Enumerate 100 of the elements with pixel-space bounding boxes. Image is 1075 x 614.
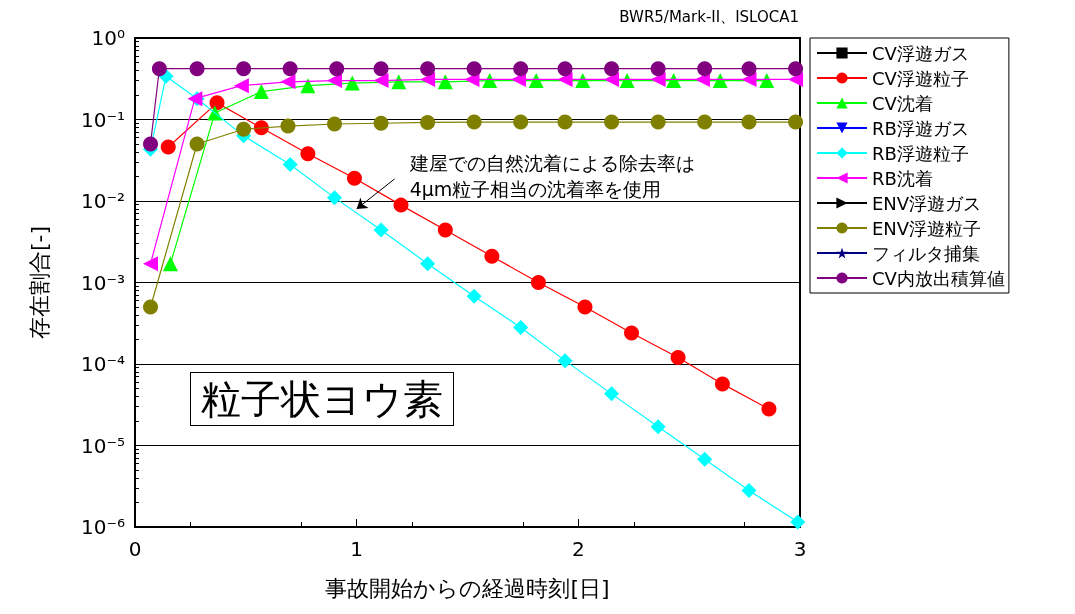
- x-tick-label: 3: [793, 537, 807, 561]
- point: [151, 61, 167, 77]
- point: [741, 114, 757, 130]
- legend-label: フィルタ捕集: [872, 242, 980, 264]
- point: [209, 95, 225, 111]
- point: [666, 73, 682, 89]
- point: [697, 451, 713, 467]
- point: [466, 114, 482, 130]
- point: [280, 74, 296, 90]
- point: [282, 61, 298, 77]
- point: [788, 114, 804, 130]
- y-tick-label: 10⁻²: [80, 189, 125, 213]
- point: [253, 84, 269, 100]
- point: [420, 256, 436, 272]
- y-tick-label: 10⁻⁶: [80, 515, 125, 539]
- point: [189, 136, 205, 152]
- point: [604, 61, 620, 77]
- point: [604, 71, 620, 87]
- point: [189, 61, 205, 77]
- y-tick-label: 10⁻¹: [80, 107, 125, 132]
- point: [484, 248, 500, 264]
- legend-label: ENV浮遊ガス: [872, 192, 982, 214]
- point: [282, 157, 298, 173]
- annotation: 粒子状ヨウ素: [201, 376, 443, 422]
- legend-label: CV浮遊ガス: [872, 42, 969, 64]
- point: [466, 288, 482, 304]
- point: [712, 73, 728, 89]
- y-tick-label: 10⁻⁴: [80, 352, 125, 376]
- y-tick-label: 10⁰: [91, 26, 125, 50]
- point: [373, 115, 389, 131]
- point: [437, 222, 453, 238]
- point: [697, 114, 713, 130]
- point: [346, 170, 362, 186]
- y-tick-label: 10⁻⁵: [80, 433, 125, 458]
- legend-label: CV浮遊粒子: [872, 67, 969, 89]
- x-axis-title: 事故開始からの経過時刻[日]: [325, 575, 610, 601]
- y-axis-title: 存在割合[-]: [26, 225, 52, 340]
- point: [300, 78, 316, 94]
- point: [329, 61, 345, 77]
- chart-subtitle: BWR5/Mark-II、ISLOCA1: [619, 7, 800, 26]
- point: [650, 419, 666, 435]
- point: [143, 136, 159, 152]
- point: [530, 275, 546, 290]
- point: [373, 222, 389, 238]
- point: [670, 350, 686, 366]
- point: [604, 386, 620, 402]
- point: [513, 61, 529, 77]
- point: [557, 114, 573, 130]
- point: [619, 73, 635, 89]
- point: [788, 71, 804, 87]
- point: [761, 401, 777, 417]
- point: [624, 325, 640, 341]
- point: [327, 116, 342, 132]
- point: [557, 353, 573, 369]
- point: [557, 71, 573, 87]
- legend-label: CV沈着: [872, 92, 933, 114]
- x-tick-label: 2: [571, 537, 585, 561]
- point: [482, 73, 498, 89]
- legend-label: CV内放出積算値: [872, 267, 1005, 289]
- point: [577, 299, 593, 315]
- point: [344, 75, 360, 91]
- point: [143, 299, 159, 315]
- point: [233, 78, 249, 94]
- legend-label: RB沈着: [872, 167, 933, 189]
- point: [420, 114, 436, 130]
- point: [513, 114, 529, 130]
- point: [650, 71, 666, 87]
- point: [466, 61, 482, 77]
- point: [373, 61, 389, 77]
- annotation: 建屋での自然沈着による除去率は 4μm粒子相当の沈着率を使用: [408, 151, 695, 200]
- point: [420, 71, 436, 87]
- x-tick-label: 0: [128, 537, 142, 561]
- point: [236, 61, 252, 77]
- point: [280, 118, 296, 134]
- point: [513, 320, 529, 336]
- x-tick-label: 1: [350, 537, 364, 561]
- point: [162, 256, 178, 272]
- y-tick-label: 10⁻³: [80, 270, 125, 295]
- point: [790, 514, 806, 530]
- point: [327, 190, 342, 206]
- point: [300, 146, 316, 162]
- point: [650, 114, 666, 130]
- point: [143, 256, 159, 272]
- point: [373, 73, 389, 89]
- point: [604, 114, 620, 130]
- legend-label: RB浮遊粒子: [872, 142, 969, 164]
- legend-label: RB浮遊ガス: [872, 117, 969, 139]
- legend-label: ENV浮遊粒子: [872, 217, 982, 239]
- point: [160, 139, 176, 155]
- point: [557, 61, 573, 77]
- point: [420, 61, 436, 77]
- point: [236, 121, 252, 137]
- point: [393, 197, 409, 213]
- point: [714, 376, 730, 392]
- point: [650, 61, 666, 77]
- point: [741, 71, 757, 87]
- point: [741, 61, 757, 77]
- point: [788, 61, 804, 77]
- point: [741, 483, 757, 499]
- point: [327, 73, 342, 89]
